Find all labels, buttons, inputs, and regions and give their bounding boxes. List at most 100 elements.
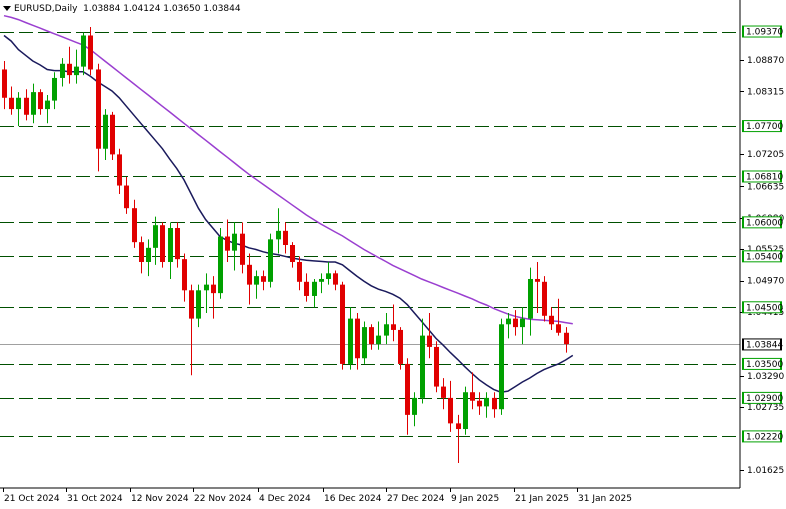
candle-body	[448, 397, 453, 424]
time-axis[interactable]: 21 Oct 2024 31 Oct 2024 12 Nov 2024 22 Nov …	[3, 488, 632, 504]
candle-body	[427, 335, 432, 347]
level-price-tags: 1.09370 1.07700 1.06810 1.06000 1.05400 1.045…	[742, 25, 783, 443]
candle-body	[103, 114, 108, 149]
candle-body	[204, 284, 209, 291]
time-tick-label: 22 Nov 2024	[194, 494, 252, 504]
candle-body	[506, 318, 511, 325]
candle-body	[520, 318, 525, 328]
candle-body	[24, 97, 29, 115]
candle-body	[470, 392, 475, 401]
candle-body	[477, 400, 482, 407]
candle-body	[168, 228, 173, 262]
candle-body	[463, 392, 468, 430]
level-price-tag-inner	[744, 392, 780, 403]
candle-body	[290, 245, 295, 262]
candle-body	[218, 236, 223, 294]
level-price-tag-inner	[744, 251, 780, 262]
time-tick-label: 21 Oct 2024	[4, 494, 60, 504]
ma-slow-line	[3, 14, 573, 325]
candle-body	[268, 239, 273, 282]
candle-body	[189, 290, 194, 319]
candle-body	[117, 154, 122, 186]
level-price-tag-label: 1.04500	[746, 303, 783, 313]
candle-body	[304, 281, 309, 296]
candle-body	[535, 278, 540, 282]
candle-body	[405, 363, 410, 415]
chart-header: EURUSD,Daily 1.03884 1.04124 1.03650 1.0…	[3, 3, 241, 15]
candle-body	[564, 332, 569, 345]
level-price-tag-inner	[744, 171, 780, 182]
time-tick-label: 4 Dec 2024	[259, 494, 311, 504]
candle-body	[499, 324, 504, 410]
price-tick-label: 1.02735	[747, 403, 784, 413]
candle-body	[16, 97, 21, 110]
candle-body	[254, 276, 259, 285]
candle-body	[412, 397, 417, 415]
candle-body	[182, 259, 187, 291]
candle-body	[376, 335, 381, 345]
candle-body	[420, 335, 425, 398]
candle-body	[146, 247, 151, 262]
candle-body	[81, 35, 86, 67]
time-tick-label: 9 Jan 2025	[451, 494, 499, 504]
time-tick-label: 16 Dec 2024	[324, 494, 382, 504]
candle-body	[326, 273, 331, 279]
candle-body	[67, 63, 72, 76]
candle-body	[225, 236, 230, 251]
candle-body	[542, 281, 547, 316]
candle-body	[276, 230, 281, 240]
level-price-tag-label: 1.03500	[746, 360, 783, 370]
candle-body	[175, 228, 180, 260]
time-tick-label: 31 Jan 2025	[578, 494, 632, 504]
candle-body	[348, 318, 353, 364]
price-tick-label: 1.08870	[747, 56, 784, 66]
candle-body	[283, 230, 288, 245]
candle-body	[484, 397, 489, 407]
level-price-tag-label: 1.06810	[746, 172, 783, 182]
candle-body	[132, 208, 137, 243]
candle-body	[441, 386, 446, 398]
price-tick-label: 1.06635	[747, 182, 784, 192]
candlesticks	[2, 26, 569, 464]
level-price-tag-label: 1.06000	[746, 218, 783, 228]
candle-body	[362, 327, 367, 359]
candle-body	[528, 278, 533, 319]
price-tick-label: 1.04970	[747, 277, 784, 287]
level-price-tag-inner	[744, 217, 780, 228]
candle-body	[211, 284, 216, 294]
time-tick-label: 12 Nov 2024	[131, 494, 189, 504]
candle-body	[139, 242, 144, 262]
candle-body	[196, 290, 201, 319]
candle-body	[88, 35, 93, 70]
candle-body	[333, 273, 338, 285]
current-price-tag-inner	[744, 339, 780, 350]
level-price-tag-inner	[744, 26, 780, 37]
price-tick-label: 1.08315	[747, 87, 784, 97]
candle-body	[391, 324, 396, 330]
candle-body	[247, 264, 252, 285]
candle-body	[556, 324, 561, 333]
collapse-triangle-icon[interactable]	[3, 6, 11, 11]
plot-background	[0, 0, 740, 488]
candle-body	[60, 63, 65, 78]
candle-body	[297, 261, 302, 282]
time-tick-label: 21 Jan 2025	[515, 494, 569, 504]
candle-body	[434, 346, 439, 387]
level-price-tag-label: 1.07700	[746, 122, 783, 132]
candle-body	[240, 233, 245, 265]
price-tick-label: 1.07205	[747, 150, 784, 160]
price-tick-label: 1.03290	[747, 372, 784, 382]
level-price-tag-label: 1.02220	[746, 432, 783, 442]
time-tick-label: 27 Dec 2024	[387, 494, 445, 504]
level-price-tag-inner	[744, 302, 780, 313]
candle-body	[319, 278, 324, 282]
candle-body	[45, 100, 50, 110]
candle-body	[355, 318, 360, 359]
candle-body	[232, 233, 237, 251]
price-axis[interactable]: 1.088701.083151.072051.066351.060801.055…	[740, 56, 784, 476]
candle-body	[492, 397, 497, 410]
candle-body	[398, 329, 403, 364]
candle-body	[384, 324, 389, 336]
